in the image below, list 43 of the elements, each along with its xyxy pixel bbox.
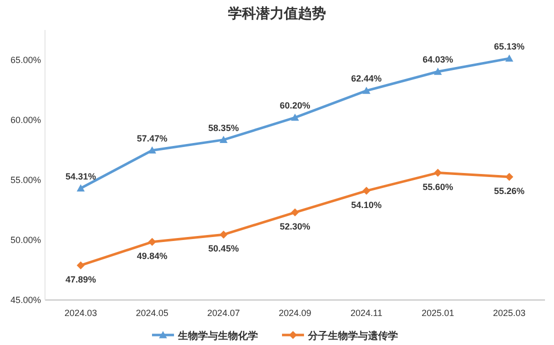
- y-tick-label: 50.00%: [10, 235, 41, 245]
- data-label: 60.20%: [280, 100, 310, 111]
- point: [76, 184, 85, 192]
- x-tick-label: 2024.07: [207, 308, 240, 318]
- x-tick-label: 2025.03: [493, 308, 526, 318]
- y-tick-label: 55.00%: [10, 175, 41, 185]
- x-tick-label: 2024.09: [278, 308, 312, 318]
- data-label: 64.03%: [422, 54, 454, 65]
- data-label: 57.47%: [136, 133, 168, 144]
- y-tick-label: 45.00%: [10, 295, 41, 305]
- legend-label: 生物学与生物化学: [177, 330, 258, 342]
- x-tick-label: 2025.01: [422, 308, 454, 318]
- point: [291, 208, 299, 216]
- data-label: 54.31%: [65, 171, 96, 182]
- point: [434, 68, 442, 75]
- y-tick-label: 65.00%: [10, 55, 41, 65]
- point: [505, 172, 514, 181]
- data-label: 62.44%: [351, 74, 382, 84]
- data-label: 55.60%: [422, 182, 454, 192]
- data-label: 49.84%: [136, 250, 168, 261]
- point: [76, 261, 85, 270]
- data-label: 52.30%: [280, 221, 310, 232]
- point: [220, 230, 228, 239]
- legend-label: 分子生物学与遗传学: [307, 330, 398, 342]
- point: [505, 54, 514, 62]
- chart-title: 学科潜力值趋势: [228, 5, 326, 21]
- x-tick-label: 2024.11: [350, 308, 382, 318]
- point: [434, 168, 442, 177]
- point: [362, 186, 370, 195]
- point: [291, 114, 299, 121]
- data-label: 58.35%: [208, 122, 239, 133]
- data-label: 54.10%: [351, 200, 382, 210]
- data-label: 65.13%: [494, 41, 525, 52]
- data-label: 50.45%: [208, 244, 239, 254]
- point: [148, 238, 156, 246]
- data-label: 55.26%: [494, 186, 525, 196]
- y-tick-label: 60.00%: [10, 115, 41, 125]
- point: [362, 86, 370, 94]
- point: [148, 146, 156, 154]
- point: [220, 136, 228, 143]
- x-tick-label: 2024.03: [64, 308, 97, 318]
- data-label: 47.89%: [65, 274, 96, 284]
- x-tick-label: 2024.05: [136, 308, 168, 318]
